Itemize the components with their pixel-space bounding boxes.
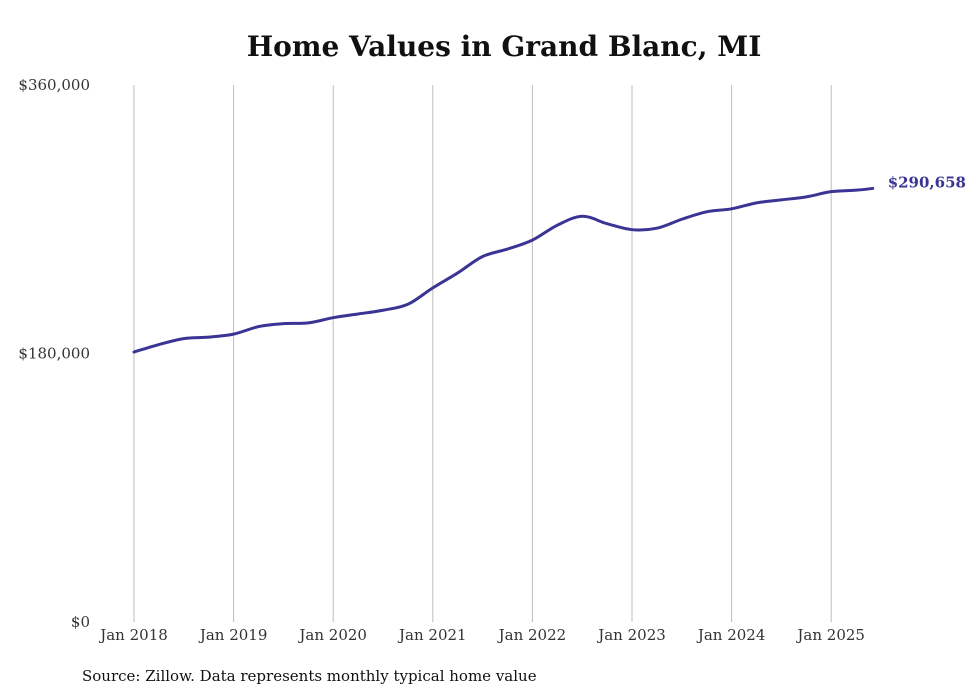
chart-title: Home Values in Grand Blanc, MI [246, 30, 762, 63]
y-tick-label: $0 [71, 613, 90, 631]
grid-lines [133, 85, 832, 622]
x-tick-label: Jan 2025 [795, 626, 865, 644]
x-tick-label: Jan 2022 [497, 626, 567, 644]
y-tick-label: $180,000 [18, 345, 90, 363]
home-value-series-line [132, 186, 875, 354]
x-tick-label: Jan 2021 [397, 626, 467, 644]
y-tick-label: $360,000 [18, 76, 90, 94]
x-tick-label: Jan 2018 [98, 626, 168, 644]
x-tick-label: Jan 2024 [696, 626, 766, 644]
x-tick-label: Jan 2019 [198, 626, 268, 644]
x-tick-label: Jan 2023 [596, 626, 666, 644]
end-value-label: $290,658 [888, 173, 966, 191]
x-axis-tick-labels: Jan 2018 Jan 2019 Jan 2020 Jan 2021 Jan 2022… [98, 626, 865, 644]
series-layer: $290,658 [132, 173, 966, 354]
source-note: Source: Zillow. Data represents monthly … [82, 667, 537, 685]
y-axis-tick-labels: $0 $180,000 $360,000 [18, 76, 90, 631]
x-tick-label: Jan 2020 [297, 626, 367, 644]
